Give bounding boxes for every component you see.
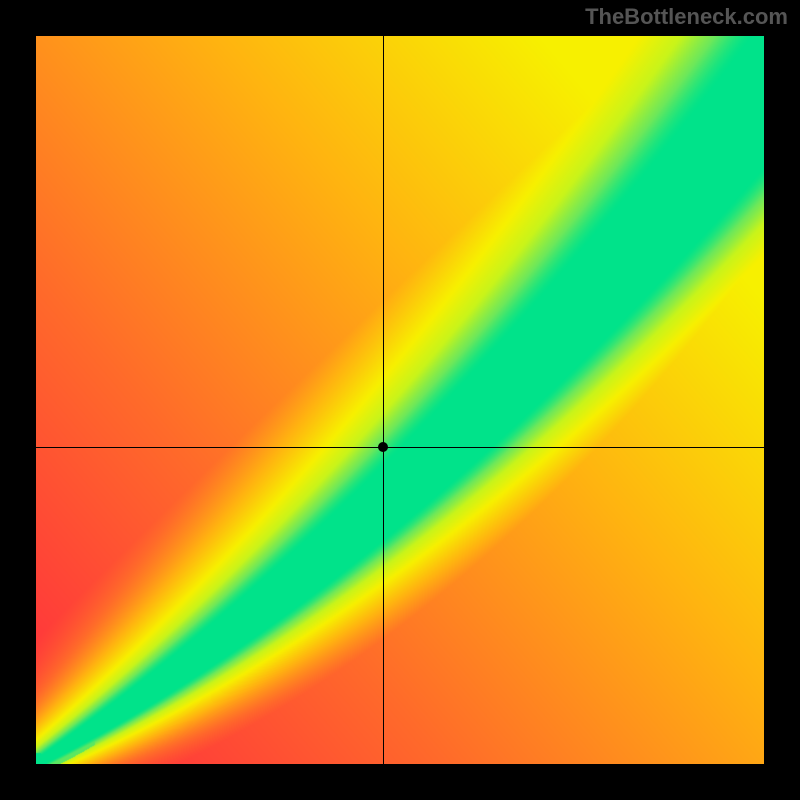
crosshair-horizontal (36, 447, 764, 448)
frame-bottom (0, 764, 800, 800)
frame-left (0, 0, 36, 800)
watermark-text: TheBottleneck.com (585, 4, 788, 30)
bottleneck-heatmap (36, 36, 764, 764)
marker-dot (378, 442, 388, 452)
crosshair-vertical (383, 36, 384, 764)
frame-right (764, 0, 800, 800)
chart-container: TheBottleneck.com (0, 0, 800, 800)
